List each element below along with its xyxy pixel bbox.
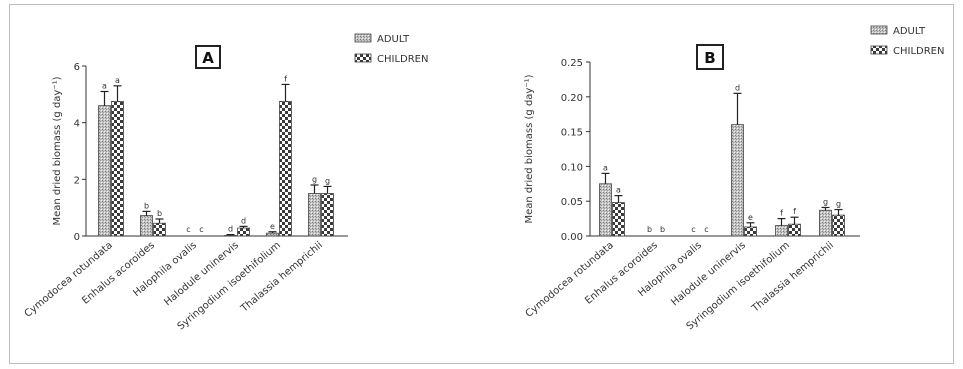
y-axis-label: Mean dried biomass (g day⁻¹) [524,74,535,223]
legend-swatch-children [870,45,888,55]
bar-adult [224,235,237,237]
bar-children [612,202,625,237]
legend-swatch-adult [354,33,372,43]
legend-entry-children: CHILDREN [377,54,428,65]
y-tick-label: 0.15 [561,128,583,139]
legend-entry-adult: ADULT [377,34,410,45]
significance-letter: c [186,225,190,234]
y-tick-label: 0.25 [561,58,583,69]
bar-adult [266,232,279,237]
significance-letter: a [616,186,621,195]
x-tick-label: Enhalus acoroides [80,240,157,307]
panel-label: B [704,49,715,67]
bar-adult [731,124,744,237]
bar-children [788,223,801,237]
legend-entry-children: CHILDREN [893,46,944,57]
bar-children [832,214,845,237]
panel-label: A [202,49,214,67]
significance-letter: c [704,225,708,234]
legend-swatch-children [354,53,372,63]
bar-children [237,227,250,237]
y-tick-label: 0.10 [561,162,583,173]
y-tick-label: 2 [74,175,80,186]
significance-letter: e [748,213,753,222]
panel-label-box [195,45,221,69]
y-axis-label: Mean dried biomass (g day⁻¹) [52,76,63,225]
bar-children [111,101,124,237]
x-tick-label: Halodule uninervis [669,240,748,308]
bar-adult [140,215,153,237]
significance-letter: d [241,216,246,225]
significance-letter: d [735,83,740,92]
significance-letter: g [823,197,828,206]
x-tick-label: Cymodocea rotundata [524,240,616,320]
bar-adult [98,105,111,237]
figure-frame [9,4,954,364]
significance-letter: f [793,207,796,216]
significance-letter: b [660,225,665,234]
bar-adult [819,209,832,237]
legend-entry-adult: ADULT [893,26,926,37]
significance-letter: a [102,82,107,91]
y-tick-label: 6 [74,62,80,73]
significance-letter: e [270,222,275,231]
y-tick-label: 0 [74,232,80,243]
y-tick-label: 0.05 [561,197,583,208]
bar-children [321,193,334,237]
bar-adult [775,225,788,237]
bar-children [744,226,757,237]
significance-letter: g [836,200,841,209]
bar-adult [308,193,321,237]
panel-label-box [696,44,724,70]
y-tick-label: 0.00 [561,232,583,243]
x-tick-label: Thalassia hemprichii [238,240,325,315]
significance-letter: b [144,201,149,210]
y-tick-label: 0.20 [561,93,583,104]
significance-letter: b [647,225,652,234]
chart-panel-a: 0 2 4 6 Mean dried biomass (g day⁻¹) A ADULT CH… [23,33,428,332]
significance-letter: g [325,176,330,185]
significance-letter: d [228,225,233,234]
bar-children [153,222,166,237]
significance-letter: f [284,74,287,83]
significance-letter: f [780,209,783,218]
bar-adult [599,183,612,237]
significance-letter: b [157,209,162,218]
chart-panel-b: 0.00 0.05 0.10 0.15 0.20 0.25 Mean dried bioma… [524,25,944,332]
x-tick-label: Enhalus acoroides [583,240,660,307]
significance-letter: c [691,225,695,234]
significance-letter: a [603,163,608,172]
x-tick-label: Halodule uninervis [162,240,241,308]
y-tick-label: 4 [74,119,80,130]
legend-swatch-adult [870,25,888,35]
bar-children [279,101,292,237]
significance-letter: g [312,175,317,184]
significance-letter: c [199,225,203,234]
significance-letter: a [115,76,120,85]
x-tick-label: Thalassia hemprichii [749,240,836,315]
